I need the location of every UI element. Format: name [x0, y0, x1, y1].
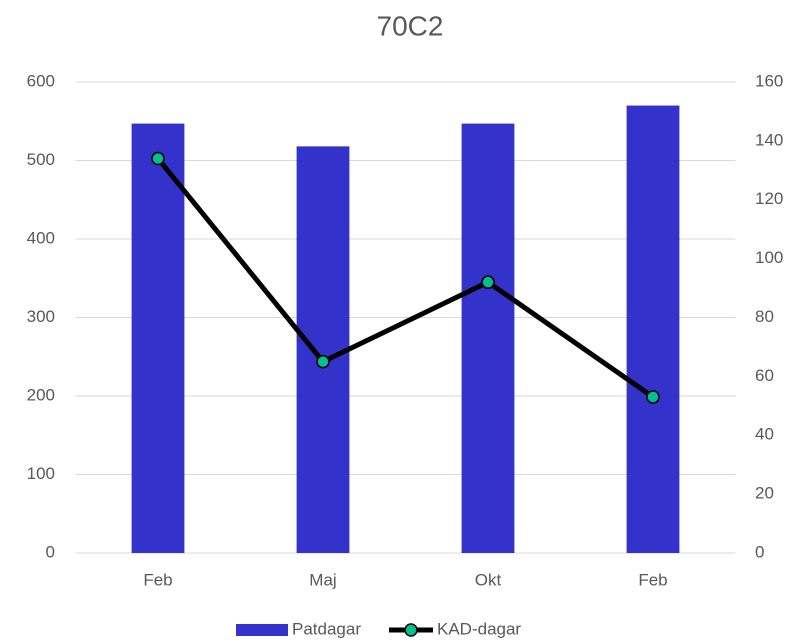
legend-label: KAD-dagar — [437, 619, 521, 638]
y-tick-label: 100 — [27, 464, 55, 483]
marker — [316, 354, 330, 369]
y2-tick-label: 40 — [755, 425, 774, 444]
y-tick-label: 200 — [27, 385, 55, 404]
y2-tick-label: 80 — [755, 307, 774, 326]
y2-tick-label: 60 — [755, 366, 774, 385]
marker — [151, 151, 165, 166]
y2-tick-label: 120 — [755, 189, 783, 208]
marker — [481, 275, 495, 289]
bar — [461, 123, 515, 553]
y-tick-label: 0 — [46, 542, 55, 561]
x-tick-label: Maj — [309, 570, 336, 589]
marker — [646, 390, 660, 404]
y-tick-label: 500 — [27, 150, 55, 169]
legend-marker — [404, 623, 418, 637]
y-tick-label: 300 — [27, 307, 55, 326]
bar — [131, 123, 185, 553]
line — [156, 156, 655, 400]
bar — [296, 146, 350, 553]
y2-tick-label: 20 — [755, 484, 774, 503]
legend-label: Patdagar — [292, 619, 361, 638]
y-tick-label: 400 — [27, 228, 55, 247]
y2-tick-label: 0 — [755, 542, 764, 561]
x-tick-label: Feb — [143, 570, 172, 589]
legend-swatch — [236, 624, 288, 636]
y2-tick-label: 160 — [755, 71, 783, 90]
x-tick-label: Okt — [475, 570, 502, 589]
x-tick-label: Feb — [638, 570, 667, 589]
y2-tick-label: 140 — [755, 130, 783, 149]
chart-title: 70C2 — [377, 10, 444, 41]
y2-tick-label: 100 — [755, 248, 783, 267]
bar — [626, 105, 680, 554]
y-tick-label: 600 — [27, 71, 55, 90]
